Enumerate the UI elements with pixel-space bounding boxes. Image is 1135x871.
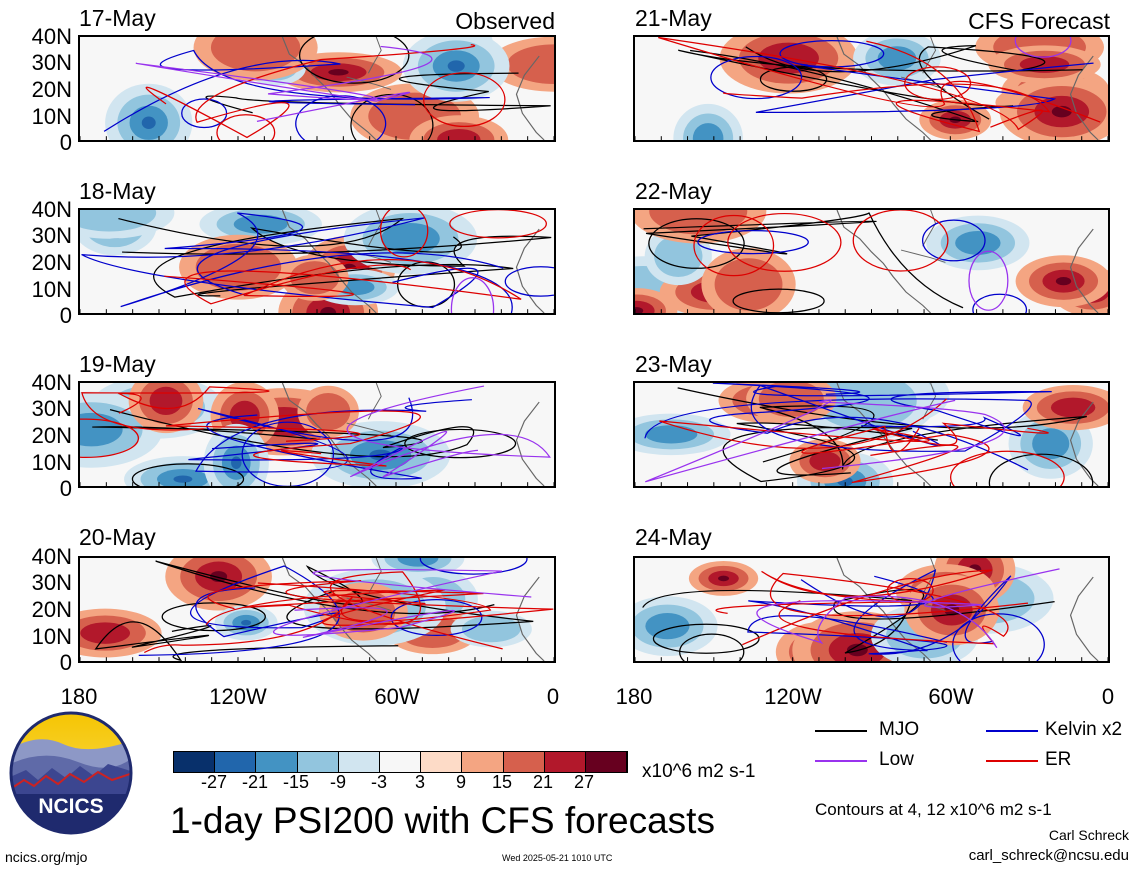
- colorbar-swatch: [338, 752, 380, 772]
- ncics-logo: NCICS: [8, 710, 134, 836]
- legend-low-line: [815, 760, 867, 762]
- colorbar-swatch: [585, 752, 628, 772]
- colorbar-tick-label: 27: [573, 772, 595, 792]
- legend-label: Low: [879, 749, 914, 770]
- psi200-map: [633, 35, 1110, 142]
- psi200-map: [633, 381, 1110, 488]
- author-email: carl_schreck@ncsu.edu: [968, 847, 1129, 864]
- lat-label: 10N: [31, 104, 72, 129]
- panel-date: 24-May: [635, 524, 712, 550]
- psi200-map: [633, 208, 1110, 315]
- lat-label: 40N: [31, 544, 72, 569]
- colorbar-tick-label: -3: [370, 772, 388, 792]
- lat-label: 20N: [31, 250, 72, 275]
- colorbar-swatch: [462, 752, 504, 772]
- lat-label: 0: [59, 303, 72, 328]
- legend-er-line: [986, 760, 1038, 762]
- lon-label: 120W: [764, 684, 822, 709]
- lat-label: 20N: [31, 423, 72, 448]
- colorbar-tick-label: 15: [491, 772, 513, 792]
- legend-mjo-line: [815, 730, 867, 732]
- legend-label: ER: [1045, 749, 1072, 770]
- author: Carl Schreck: [1048, 827, 1129, 843]
- lon-label: 180: [60, 684, 98, 709]
- psi200-map: [78, 381, 556, 488]
- colorbar-swatch: [421, 752, 463, 772]
- colorbar-swatch: [297, 752, 339, 772]
- lon-label: 0: [546, 684, 560, 709]
- legend-label: MJO: [879, 719, 920, 740]
- legend-kelvin-line: [986, 730, 1038, 732]
- lat-label: 30N: [31, 223, 72, 248]
- lon-label: 60W: [374, 684, 420, 709]
- contours-note: Contours at 4, 12 x10^6 m2 s-1: [815, 800, 1052, 819]
- lat-label: 40N: [31, 197, 72, 222]
- panel-tag: Observed: [455, 8, 555, 34]
- timestamp: Wed 2025-05-21 1010 UTC: [502, 853, 613, 863]
- colorbar-tick-label: -21: [241, 772, 269, 792]
- colorbar-tick-label: 3: [414, 772, 426, 792]
- colorbar-tick-label: -15: [282, 772, 310, 792]
- colorbar-units: x10^6 m2 s-1: [642, 761, 756, 782]
- legend-label: Kelvin x2: [1045, 719, 1123, 740]
- colorbar-swatch: [544, 752, 586, 772]
- panel-date: 23-May: [635, 351, 712, 377]
- lon-label: 0: [1101, 684, 1115, 709]
- panel-date: 21-May: [635, 5, 712, 31]
- lat-label: 40N: [31, 370, 72, 395]
- lat-label: 30N: [31, 570, 72, 595]
- lat-label: 40N: [31, 24, 72, 49]
- colorbar-swatch: [215, 752, 257, 772]
- figure-title: 1-day PSI200 with CFS forecasts: [170, 800, 715, 841]
- lat-label: 30N: [31, 50, 72, 75]
- lat-label: 30N: [31, 396, 72, 421]
- logo-text: NCICS: [38, 795, 103, 818]
- colorbar-tick-label: -27: [200, 772, 228, 792]
- panel-tag: CFS Forecast: [968, 8, 1110, 34]
- colorbar-swatch: [503, 752, 545, 772]
- lat-label: 0: [59, 130, 72, 155]
- lon-label: 60W: [928, 684, 974, 709]
- lat-label: 10N: [31, 277, 72, 302]
- lon-label: 180: [615, 684, 653, 709]
- panel-date: 22-May: [635, 178, 712, 204]
- lat-label: 10N: [31, 624, 72, 649]
- panel-date: 19-May: [79, 351, 156, 377]
- colorbar-swatch: [256, 752, 298, 772]
- lat-label: 0: [59, 476, 72, 501]
- panel-date: 17-May: [79, 5, 156, 31]
- lat-label: 20N: [31, 597, 72, 622]
- psi200-map: [633, 556, 1110, 663]
- colorbar-swatch: [379, 752, 422, 772]
- colorbar-swatch: [174, 752, 216, 772]
- colorbar-tick-label: 9: [455, 772, 467, 792]
- panel-date: 20-May: [79, 524, 156, 550]
- lat-label: 0: [59, 650, 72, 675]
- lat-label: 10N: [31, 450, 72, 475]
- colorbar-tick-label: 21: [532, 772, 554, 792]
- psi200-map: [78, 556, 556, 663]
- lon-label: 120W: [209, 684, 267, 709]
- panel-date: 18-May: [79, 178, 156, 204]
- psi200-map: [78, 35, 556, 142]
- colorbar: [173, 751, 628, 773]
- lat-label: 20N: [31, 77, 72, 102]
- colorbar-tick-label: -9: [329, 772, 347, 792]
- psi200-map: [78, 208, 556, 315]
- site-url: ncics.org/mjo: [5, 849, 88, 865]
